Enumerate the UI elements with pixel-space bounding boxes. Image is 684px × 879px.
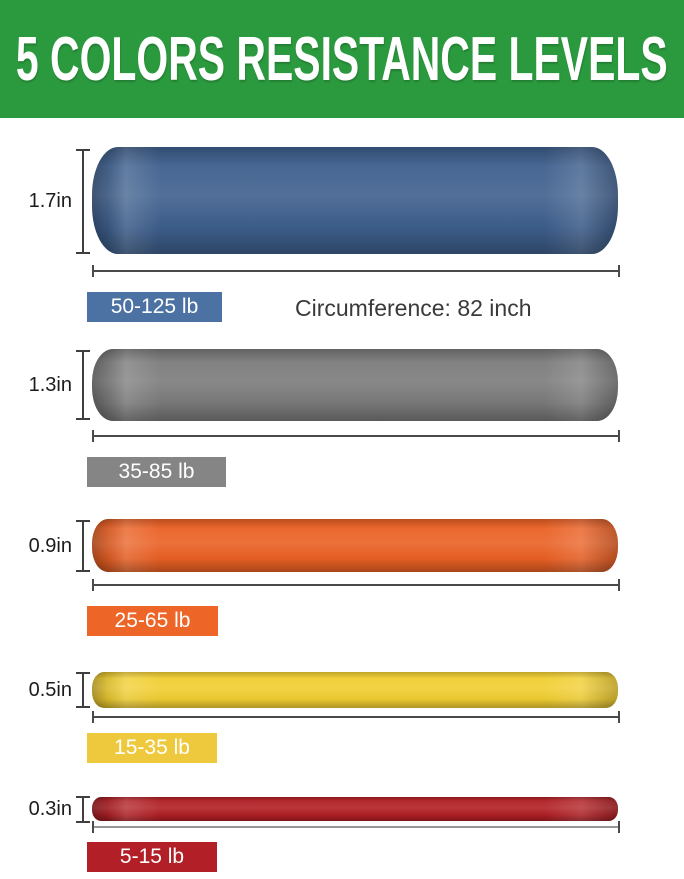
header: 5 COLORS RESISTANCE LEVELS <box>0 0 684 118</box>
resistance-band-yellow <box>92 672 618 708</box>
length-measure-line <box>92 579 620 591</box>
thickness-measure-line <box>76 796 90 823</box>
page-title: 5 COLORS RESISTANCE LEVELS <box>16 24 668 94</box>
resistance-band-orange <box>92 519 618 572</box>
resistance-badge: 50-125 lb <box>87 292 222 322</box>
band-width-label: 0.9in <box>28 535 72 557</box>
circumference-note: Circumference: 82 inch <box>295 295 532 321</box>
thickness-measure-line <box>76 149 90 254</box>
thickness-measure-line <box>76 672 90 708</box>
length-measure-line <box>92 711 620 723</box>
band-width-label: 0.5in <box>28 679 72 701</box>
length-measure-line <box>92 821 620 833</box>
length-measure-line <box>92 265 620 277</box>
thickness-measure-line <box>76 520 90 572</box>
thickness-measure-line <box>76 350 90 420</box>
band-width-label: 1.7in <box>28 190 72 212</box>
resistance-band-gray <box>92 349 618 421</box>
resistance-band-red <box>92 797 618 821</box>
resistance-badge: 5-15 lb <box>87 842 217 872</box>
band-width-label: 1.3in <box>28 374 72 396</box>
length-measure-line <box>92 430 620 442</box>
band-width-label: 0.3in <box>28 798 72 820</box>
resistance-band-blue <box>92 147 618 254</box>
resistance-badge: 25-65 lb <box>87 606 218 636</box>
resistance-badge: 15-35 lb <box>87 733 217 763</box>
resistance-badge: 35-85 lb <box>87 457 226 487</box>
